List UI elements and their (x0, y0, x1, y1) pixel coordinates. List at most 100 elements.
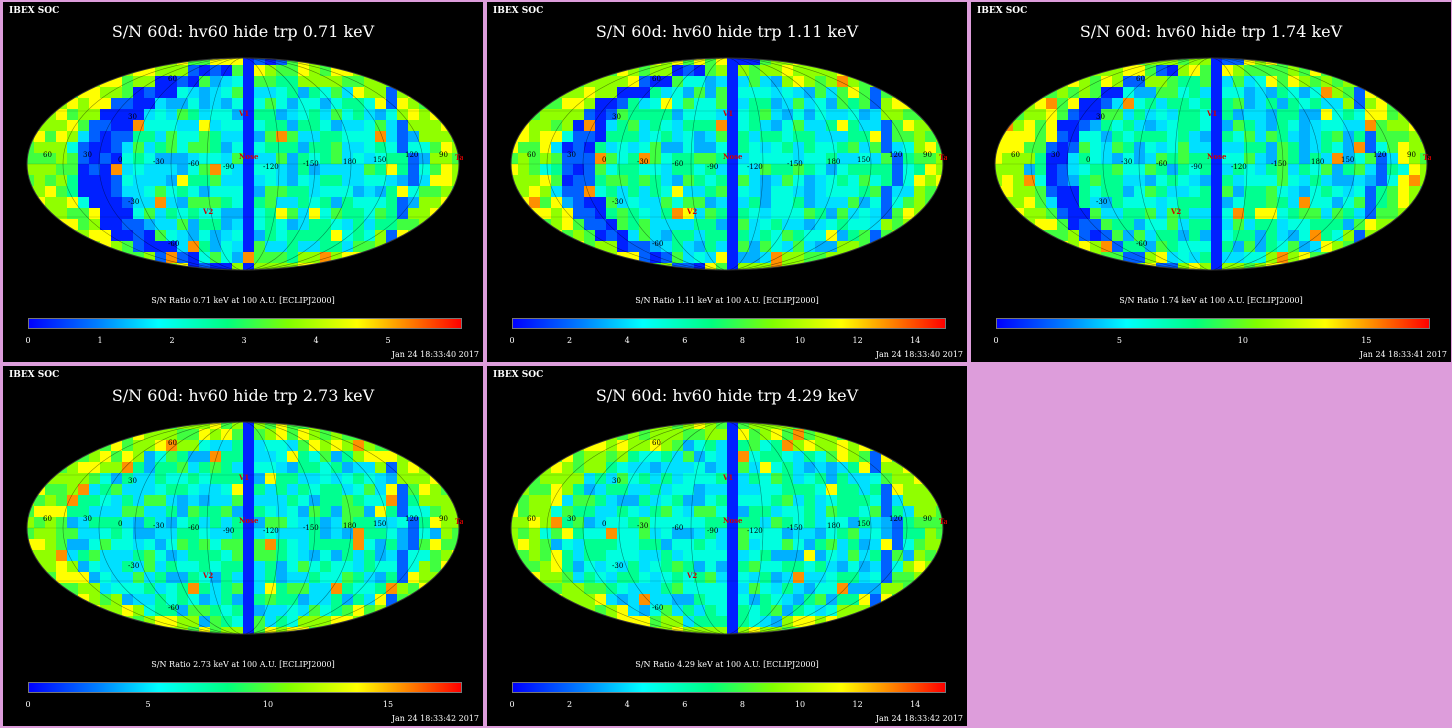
colorbar-ticks: 0 1 2 3 4 5 (25, 336, 460, 348)
map-label-lon180: 180 (343, 522, 356, 530)
map-label-lonm120: -120 (747, 163, 763, 171)
colorbar-tick-label: 14 (910, 700, 921, 709)
map-label-lat30: 30 (1096, 113, 1105, 121)
sky-map-svg: 60 30 -30 -60 60 30 0 -30 -60 -90 -120 -150 180 150 12… (26, 57, 463, 271)
colorbar-caption: S/N Ratio 0.71 keV at 100 A.U. [ECLIPJ20… (151, 296, 335, 305)
colorbar-caption: S/N Ratio 1.11 keV at 100 A.U. [ECLIPJ20… (635, 296, 819, 305)
map-label-lonm90: -90 (1191, 163, 1202, 171)
map-label-lonm120: -120 (263, 527, 279, 535)
map-label-lon120: 120 (889, 515, 902, 523)
map-label-lonm60: -60 (188, 524, 199, 532)
colorbar-tick-label: 4 (624, 700, 630, 709)
sky-map-svg: 60 30 -30 -60 60 30 0 -30 -60 -90 -120 -150 180 150 12… (510, 421, 947, 635)
map-label-lonm30: -30 (153, 158, 164, 166)
map-label-latm60: -60 (168, 604, 179, 612)
panel-title: S/N 60d: hv60 hide trp 2.73 keV (111, 386, 375, 405)
map-label-lon120: 120 (405, 515, 418, 523)
map-label-lonm120: -120 (747, 527, 763, 535)
map-label-lon60: 60 (1011, 151, 1020, 159)
map-label-v2: V2 (686, 571, 697, 580)
map-label-latm60: -60 (652, 604, 663, 612)
colorbar-tick-label: 12 (852, 700, 863, 709)
panel-header: IBEX SOC (977, 6, 1028, 16)
map-label-latm30: -30 (612, 198, 623, 206)
map-label-lon0: 0 (602, 156, 606, 164)
map-label-lon0: 0 (118, 520, 122, 528)
colorbar-tick-label: 15 (1361, 336, 1372, 345)
colorbar (512, 318, 946, 329)
map-label-lon120: 120 (889, 151, 902, 159)
map-label-lonm60: -60 (1156, 160, 1167, 168)
map-label-nose: Nose (239, 516, 259, 525)
map-panel-3: IBEX SOC S/N 60d: hv60 hide trp 1.74 keV… (971, 2, 1451, 362)
map-label-lon90: 90 (923, 515, 932, 523)
sky-map-svg: 60 30 -30 -60 60 30 0 -30 -60 -90 -120 -150 180 150 12… (994, 57, 1431, 271)
colorbar-tick-label: 10 (794, 700, 806, 709)
sky-map: 60 30 -30 -60 60 30 0 -30 -60 -90 -120 -150 180 150 12… (23, 418, 463, 638)
map-label-tail: Tail (455, 153, 463, 162)
colorbar-tick-label: 3 (241, 336, 247, 345)
colorbar-caption: S/N Ratio 2.73 keV at 100 A.U. [ECLIPJ20… (151, 660, 335, 669)
map-label-lon30: 30 (1051, 151, 1060, 159)
panel-header: IBEX SOC (493, 6, 544, 16)
colorbar-tick-label: 8 (739, 336, 745, 345)
map-label-lon60: 60 (43, 515, 52, 523)
map-label-tail: Tail (455, 517, 463, 526)
map-label-nose: Nose (723, 152, 743, 161)
map-label-lat60: 60 (652, 75, 661, 83)
timestamp: Jan 24 18:33:40 2017 (391, 350, 479, 359)
map-label-v1: V1 (238, 109, 249, 118)
colorbar-tick-label: 5 (385, 336, 391, 345)
colorbar-ticks: 0 2 4 6 8 10 12 14 (509, 336, 944, 348)
map-label-tail: Tail (939, 153, 947, 162)
timestamp: Jan 24 18:33:41 2017 (1359, 350, 1447, 359)
map-label-lonm60: -60 (188, 160, 199, 168)
colorbar-tick-label: 6 (682, 336, 688, 345)
sky-map-svg: 60 30 -30 -60 60 30 0 -30 -60 -90 -120 -150 180 150 12… (510, 57, 947, 271)
sky-map: 60 30 -30 -60 60 30 0 -30 -60 -90 -120 -150 180 150 12… (507, 54, 947, 274)
map-label-v1: V1 (722, 109, 733, 118)
map-panel-2: IBEX SOC S/N 60d: hv60 hide trp 1.11 keV… (487, 2, 967, 362)
map-label-lonm30: -30 (637, 522, 648, 530)
map-label-lon0: 0 (1086, 156, 1090, 164)
colorbar-tick-label: 10 (262, 700, 274, 709)
map-label-lon90: 90 (1407, 151, 1416, 159)
map-label-lonm90: -90 (223, 163, 234, 171)
map-label-lat60: 60 (1136, 75, 1145, 83)
colorbar-tick-label: 2 (567, 336, 573, 345)
map-label-lon0: 0 (602, 520, 606, 528)
colorbar-tick-label: 10 (1237, 336, 1248, 345)
map-label-v2: V2 (1170, 207, 1181, 216)
panel-title: S/N 60d: hv60 hide trp 1.74 keV (1079, 22, 1343, 41)
map-label-nose: Nose (1207, 152, 1227, 161)
map-label-lon180: 180 (827, 158, 840, 166)
map-label-v1: V1 (722, 473, 733, 482)
map-label-lon90: 90 (439, 151, 448, 159)
map-label-lonm150: -150 (787, 524, 803, 532)
colorbar-tick-label: 4 (624, 336, 630, 345)
map-label-lon30: 30 (83, 151, 92, 159)
map-label-lon180: 180 (343, 158, 356, 166)
map-label-lon150: 150 (373, 156, 386, 164)
colorbar-tick-label: 8 (739, 700, 745, 709)
map-label-latm30: -30 (1096, 198, 1107, 206)
sky-map-svg: 60 30 -30 -60 60 30 0 -30 -60 -90 -120 -150 180 150 12… (26, 421, 463, 635)
colorbar-tick-label: 0 (25, 700, 31, 709)
colorbar-tick-label: 6 (682, 700, 688, 709)
map-label-lonm120: -120 (263, 163, 279, 171)
map-label-lon30: 30 (567, 151, 576, 159)
colorbar-caption: S/N Ratio 4.29 keV at 100 A.U. [ECLIPJ20… (635, 660, 819, 669)
colorbar-tick-label: 5 (1116, 336, 1122, 345)
map-label-lon120: 120 (1373, 151, 1386, 159)
map-label-lat30: 30 (612, 113, 621, 121)
colorbar-ticks: 0 5 10 15 (993, 336, 1428, 348)
map-label-lon150: 150 (857, 156, 870, 164)
map-label-latm60: -60 (1136, 240, 1147, 248)
map-label-lat30: 30 (128, 113, 137, 121)
panel-title: S/N 60d: hv60 hide trp 4.29 keV (595, 386, 859, 405)
map-label-latm60: -60 (652, 240, 663, 248)
map-panel-5: IBEX SOC S/N 60d: hv60 hide trp 4.29 keV… (487, 366, 967, 726)
map-label-lonm30: -30 (1121, 158, 1132, 166)
map-label-lonm60: -60 (672, 160, 683, 168)
map-label-lon180: 180 (1311, 158, 1324, 166)
